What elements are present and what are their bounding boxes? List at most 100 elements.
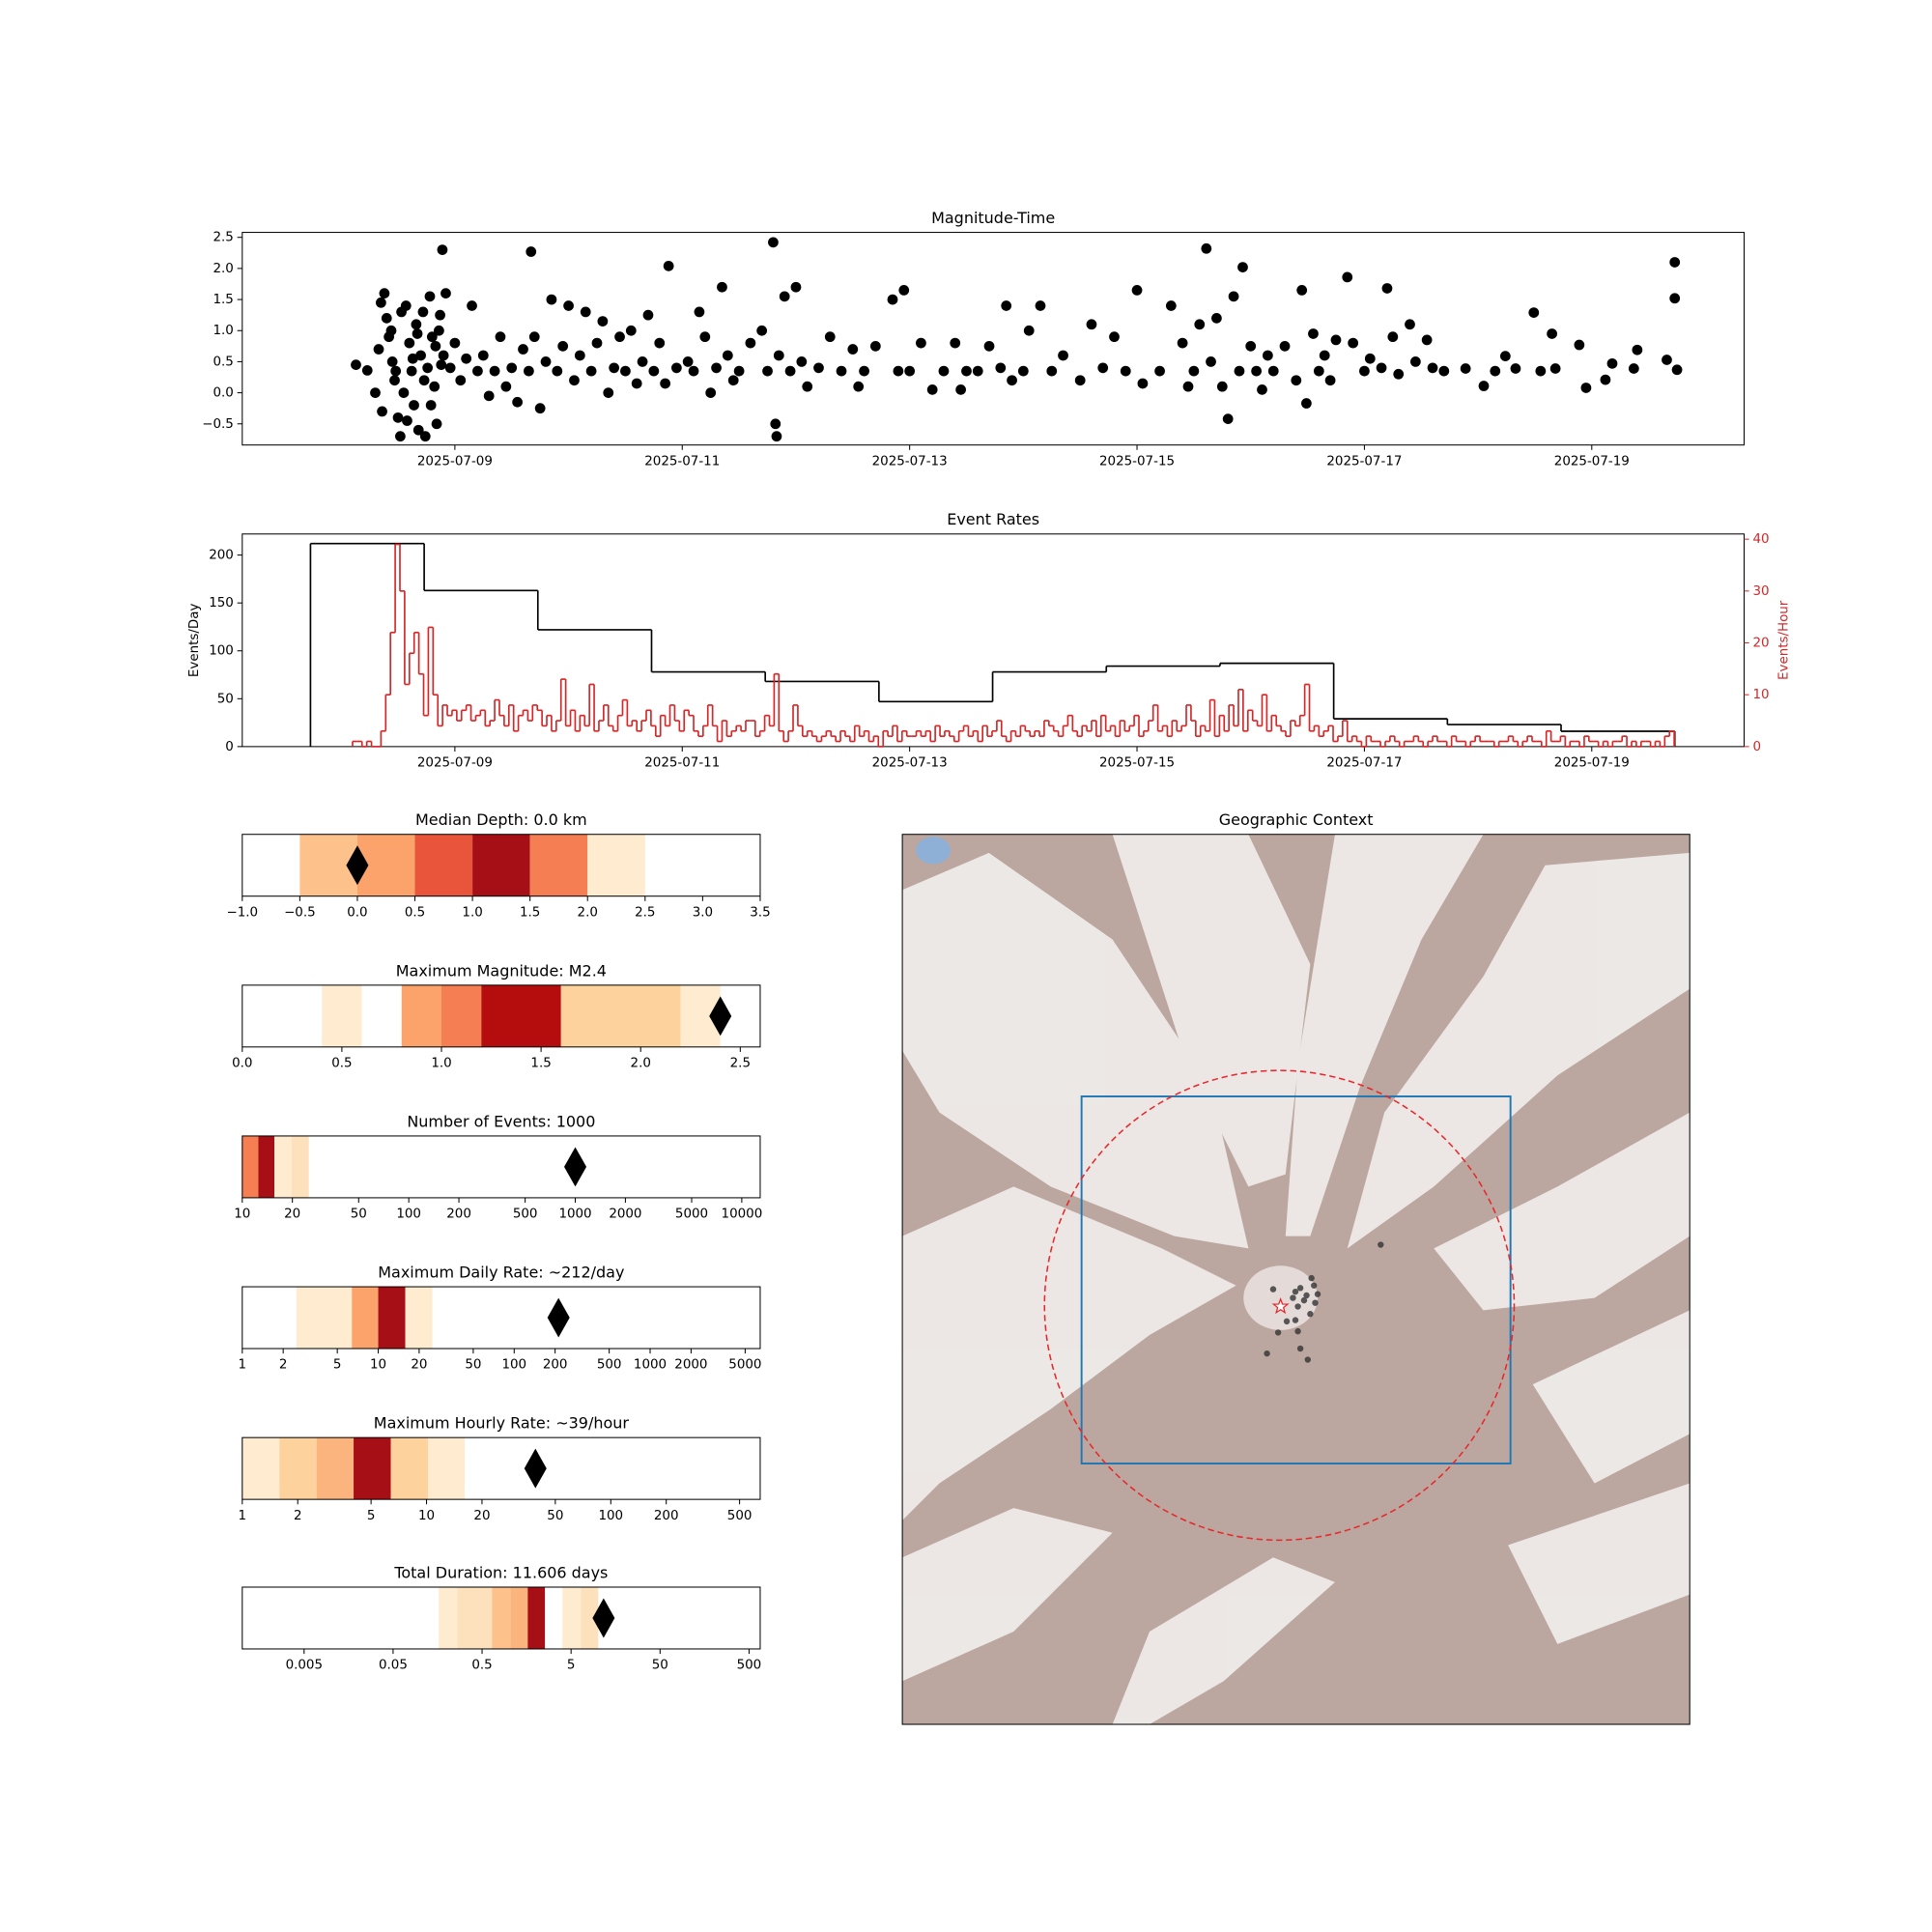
data-point [1216, 381, 1228, 392]
data-point [422, 362, 434, 374]
y2-axis-label: Events/Hour [1776, 600, 1791, 680]
x-tick-label: 200 [654, 1509, 679, 1523]
data-point [483, 390, 495, 402]
data-point [620, 365, 631, 377]
data-point [603, 387, 614, 398]
data-point [1188, 365, 1200, 377]
x-tick-label: 2.0 [631, 1056, 651, 1070]
data-point [1245, 340, 1257, 352]
y-tick-label: 150 [209, 596, 234, 611]
range-band [527, 1586, 546, 1649]
x-tick-label: 50 [465, 1358, 481, 1373]
x-tick-label: 0.005 [286, 1659, 323, 1673]
range-band [242, 1135, 259, 1198]
data-point [389, 375, 400, 386]
data-point [642, 309, 654, 321]
data-point [813, 362, 824, 374]
data-point [1017, 365, 1029, 377]
data-point [370, 387, 381, 398]
data-point [1628, 363, 1639, 374]
data-point [563, 300, 574, 311]
y-tick-label: 2.0 [213, 262, 233, 276]
data-point [1211, 312, 1222, 324]
data-point [733, 365, 745, 377]
data-point [373, 344, 384, 355]
data-point [1131, 285, 1143, 296]
chart-title: Maximum Daily Rate: ~212/day [378, 1263, 624, 1281]
range-band [296, 1287, 353, 1350]
data-point [1058, 350, 1068, 361]
data-point [762, 365, 773, 377]
data-point [597, 316, 609, 327]
data-point [802, 381, 813, 392]
x-tick-label: 500 [597, 1358, 622, 1373]
data-point [637, 356, 648, 367]
range-band [457, 1586, 493, 1649]
x-tick-label: 20 [284, 1208, 300, 1222]
y-tick-label: 0 [225, 740, 234, 754]
data-point [1438, 365, 1450, 377]
data-point [995, 362, 1007, 374]
x-tick-label: 5 [367, 1509, 376, 1523]
data-point [385, 325, 397, 336]
data-point [1460, 363, 1471, 374]
axes-frame [242, 834, 761, 897]
data-point [438, 350, 449, 361]
data-point [1035, 300, 1046, 311]
data-point [518, 344, 528, 355]
range-band [354, 1437, 391, 1500]
data-point [824, 331, 836, 343]
value-marker [564, 1147, 587, 1187]
x-tick-label: 500 [727, 1509, 753, 1523]
data-point [893, 365, 904, 377]
data-point [436, 359, 447, 371]
y2-tick-label: 0 [1752, 740, 1761, 754]
y2-tick-label: 30 [1752, 584, 1769, 599]
axes-frame [242, 1135, 761, 1199]
range-band [560, 984, 681, 1047]
data-point [648, 365, 660, 377]
data-point [1237, 262, 1248, 272]
data-point [506, 362, 518, 374]
data-point [1023, 325, 1035, 336]
chart-title: Total Duration: 11.606 days [393, 1563, 608, 1581]
data-point [381, 312, 392, 324]
y-tick-label: 0.0 [213, 386, 233, 401]
data-point [1137, 378, 1149, 389]
range-band [242, 1437, 280, 1500]
chart-title: Maximum Magnitude: M2.4 [396, 961, 607, 980]
data-point [859, 365, 869, 377]
x-tick-label: 0.0 [347, 905, 367, 920]
data-point [1086, 319, 1097, 330]
range-band [414, 834, 473, 896]
data-point [580, 306, 591, 318]
x-tick-label: 0.5 [471, 1659, 492, 1673]
data-point [926, 384, 938, 395]
value-marker [524, 1448, 547, 1489]
x-tick-label: 1 [239, 1358, 247, 1373]
data-point [770, 418, 781, 430]
data-point [972, 365, 983, 377]
y2-tick-label: 40 [1752, 532, 1769, 547]
data-point [1001, 300, 1012, 311]
x-tick-label: 5000 [728, 1358, 761, 1373]
x-tick-label: 10 [234, 1208, 250, 1222]
data-point [1257, 384, 1267, 395]
x-tick-label: 2025-07-17 [1326, 454, 1402, 469]
data-point [1393, 368, 1405, 380]
data-point [694, 306, 705, 318]
axes-frame [242, 533, 1746, 748]
x-tick-label: 200 [543, 1358, 568, 1373]
x-tick-label: 500 [737, 1659, 762, 1673]
data-point [796, 356, 808, 367]
data-point [1228, 291, 1239, 302]
data-point [1478, 381, 1490, 391]
data-point [717, 281, 727, 293]
x-tick-label: 1.5 [530, 1056, 551, 1070]
data-point [425, 400, 437, 411]
data-point [1549, 363, 1561, 374]
data-point [898, 285, 910, 296]
data-point [916, 337, 926, 349]
data-point [699, 331, 711, 343]
data-point [585, 365, 597, 377]
